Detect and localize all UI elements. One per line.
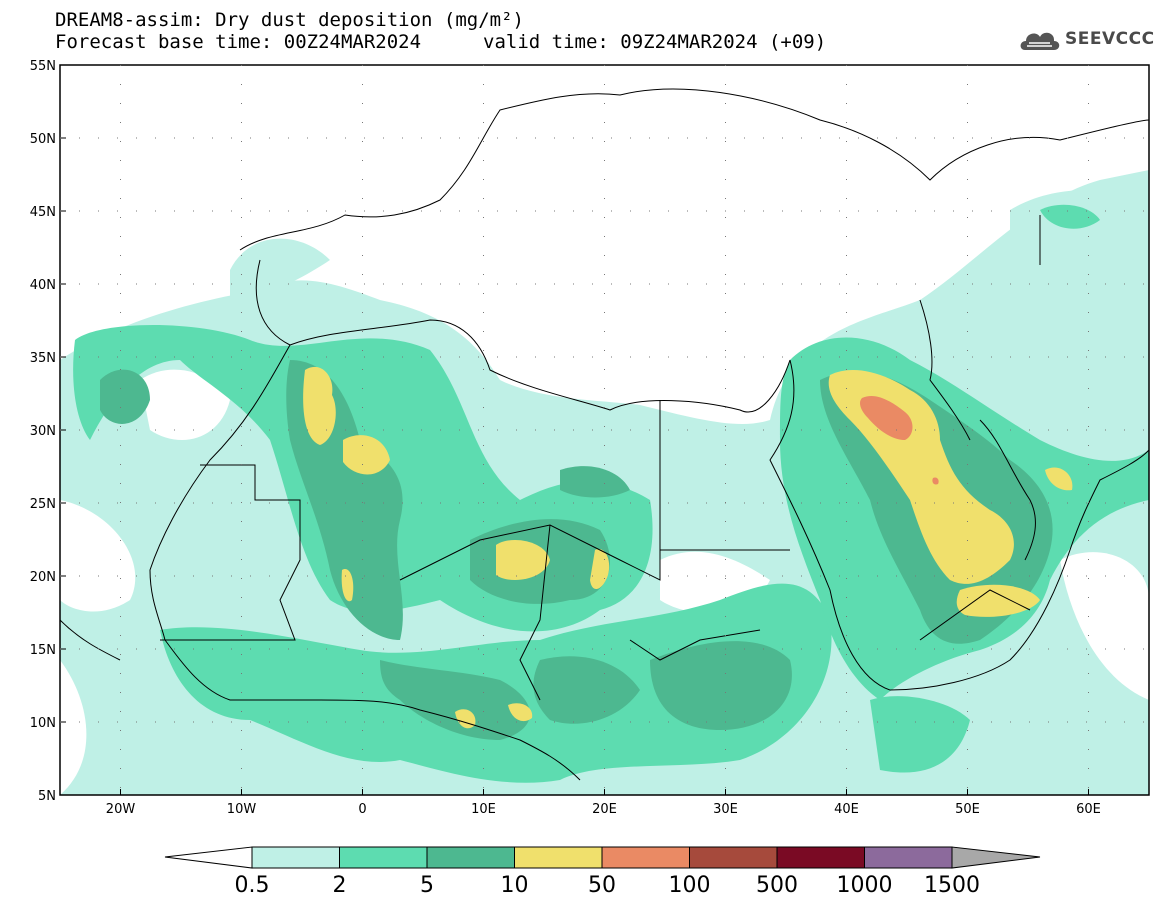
coastlines-borders — [60, 88, 1149, 781]
colorbar-label: 2 — [333, 873, 347, 898]
lon-label-20w: 20W — [106, 802, 136, 817]
lon-label-0: 0 — [358, 802, 366, 817]
lat-label-40n: 40N — [30, 278, 56, 293]
lat-label-20n: 20N — [30, 570, 56, 585]
lon-label-20e: 20E — [592, 802, 617, 817]
colorbar-label: 1000 — [837, 873, 893, 898]
lat-label-35n: 35N — [30, 351, 56, 366]
colorbar-label: 10 — [501, 873, 529, 898]
colorbar-swatch — [601, 846, 690, 869]
lat-label-30n: 30N — [30, 424, 56, 439]
colorbar-swatch — [689, 846, 778, 869]
lat-label-45n: 45N — [30, 205, 56, 220]
lon-label-60e: 60E — [1076, 802, 1101, 817]
colorbar-label: 0.5 — [235, 873, 270, 898]
colorbar-swatch — [514, 846, 603, 869]
map-title: DREAM8-assim: Dry dust deposition (mg/m²… — [55, 9, 524, 31]
colorbar-over-arrow — [951, 846, 1041, 869]
forecast-base-time: Forecast base time: 00Z24MAR2024 — [55, 31, 422, 53]
gridlines — [60, 64, 1149, 796]
level-50-fill — [860, 395, 939, 485]
colorbar-label: 50 — [588, 873, 616, 898]
colorbar-swatch — [426, 846, 515, 869]
lon-label-50e: 50E — [955, 802, 980, 817]
lon-label-10w: 10W — [227, 802, 257, 817]
dust-shading — [60, 88, 1149, 795]
lat-label-15n: 15N — [30, 643, 56, 658]
valid-time: valid time: 09Z24MAR2024 (+09) — [483, 31, 827, 53]
colorbar-swatch — [776, 846, 865, 869]
lon-label-30e: 30E — [713, 802, 738, 817]
seevccc-logo: SEEVCCC — [1017, 24, 1155, 54]
colorbar: 0.5 2 5 10 50 100 500 1000 1500 — [164, 846, 1041, 898]
colorbar-label: 1500 — [924, 873, 980, 898]
lat-label-50n: 50N — [30, 132, 56, 147]
lon-label-10e: 10E — [471, 802, 496, 817]
colorbar-label: 5 — [420, 873, 434, 898]
lat-label-25n: 25N — [30, 497, 56, 512]
colorbar-swatch — [251, 846, 340, 869]
colorbar-label: 100 — [669, 873, 711, 898]
lat-label-10n: 10N — [30, 716, 56, 731]
colorbar-under-arrow — [164, 846, 253, 869]
logo-text: SEEVCCC — [1065, 29, 1155, 49]
colorbar-label: 500 — [756, 873, 798, 898]
lon-label-40e: 40E — [834, 802, 859, 817]
cloud-icon — [1020, 32, 1060, 50]
longitude-labels: 20W 10W 0 10E 20E 30E 40E 50E 60E — [106, 802, 1101, 817]
lat-label-5n: 5N — [38, 789, 56, 804]
colorbar-swatch — [339, 846, 428, 869]
lat-label-55n: 55N — [30, 59, 56, 74]
colorbar-swatch — [864, 846, 953, 869]
latitude-labels: 55N 50N 45N 40N 35N 30N 25N 20N 15N 10N 5N — [30, 59, 56, 804]
